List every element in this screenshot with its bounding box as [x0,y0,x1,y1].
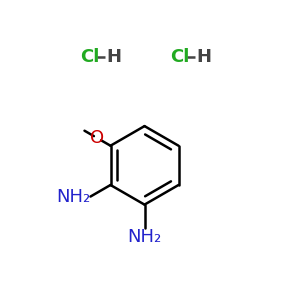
Text: Cl: Cl [170,48,189,66]
Text: H: H [196,48,211,66]
Text: NH₂: NH₂ [128,228,162,246]
Text: Cl: Cl [80,48,99,66]
Text: O: O [90,129,105,147]
Text: NH₂: NH₂ [56,188,91,206]
Text: H: H [106,48,122,66]
